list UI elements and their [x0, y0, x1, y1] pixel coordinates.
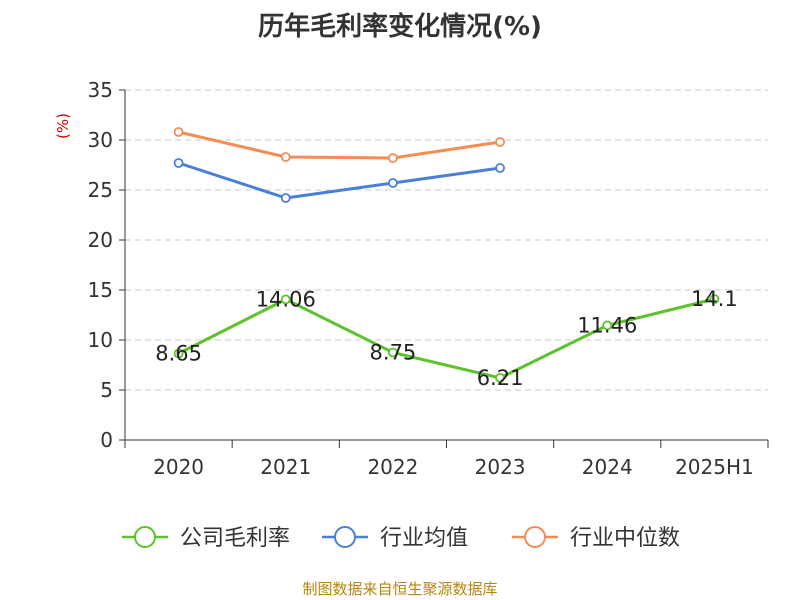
data-point [173, 348, 184, 359]
data-label: 14.06 [256, 287, 316, 311]
x-tick-label: 2020 [153, 455, 204, 479]
x-tick-label: 2022 [367, 455, 418, 479]
legend-label: 公司毛利率 [180, 526, 290, 551]
data-point [495, 137, 505, 147]
data-point [495, 372, 505, 383]
data-label: 8.65 [155, 342, 202, 366]
y-tick-label: 10 [88, 328, 113, 352]
x-tick-label: 2024 [582, 455, 633, 479]
data-point [388, 178, 398, 188]
y-tick-label: 20 [88, 228, 113, 252]
data-point [388, 347, 398, 358]
data-point [173, 158, 184, 168]
legend-label: 行业中位数 [570, 526, 680, 551]
legend-marker [334, 526, 356, 548]
data-point [280, 294, 291, 305]
y-tick-label: 0 [100, 428, 113, 452]
data-point [709, 294, 720, 304]
y-tick-label: 35 [88, 78, 113, 102]
series-layer [173, 127, 720, 383]
x-tick-label: 2025H1 [675, 455, 754, 479]
chart-title: 历年毛利率变化情况(%) [258, 12, 542, 42]
series-line-1 [178, 161, 501, 200]
y-tick-label: 30 [88, 128, 113, 152]
axes: 0 5 10 15 20 25 30 35 2020 2021 2022 2023 2024 2025H1 [88, 78, 769, 479]
grid-lines [125, 89, 768, 391]
data-point [173, 127, 184, 137]
series-line-2 [178, 130, 501, 160]
y-tick-label: 25 [88, 178, 113, 202]
data-point [602, 320, 613, 331]
data-point [280, 152, 291, 162]
series-line-0 [177, 297, 715, 380]
data-label: 8.75 [370, 341, 417, 365]
legend-label: 行业均值 [380, 526, 468, 551]
data-label: 14.1 [691, 287, 738, 311]
legend-marker [524, 526, 546, 548]
data-label: 6.21 [477, 366, 524, 390]
data-point [388, 153, 398, 163]
x-tick-label: 2023 [475, 455, 526, 479]
data-labels: 8.65 14.06 8.75 6.21 11.46 14.1 [155, 287, 738, 390]
legend-marker [134, 526, 156, 548]
source-note: 制图数据来自恒生聚源数据库 [302, 580, 498, 598]
y-axis-label: (%) [54, 113, 72, 139]
x-tick-label: 2021 [260, 455, 311, 479]
data-point [495, 163, 505, 173]
data-point [280, 193, 291, 203]
legend[interactable]: 公司毛利率 行业均值 行业中位数 [122, 526, 680, 551]
y-tick-label: 15 [88, 278, 113, 302]
data-label: 11.46 [577, 313, 637, 337]
y-tick-label: 5 [100, 378, 113, 402]
